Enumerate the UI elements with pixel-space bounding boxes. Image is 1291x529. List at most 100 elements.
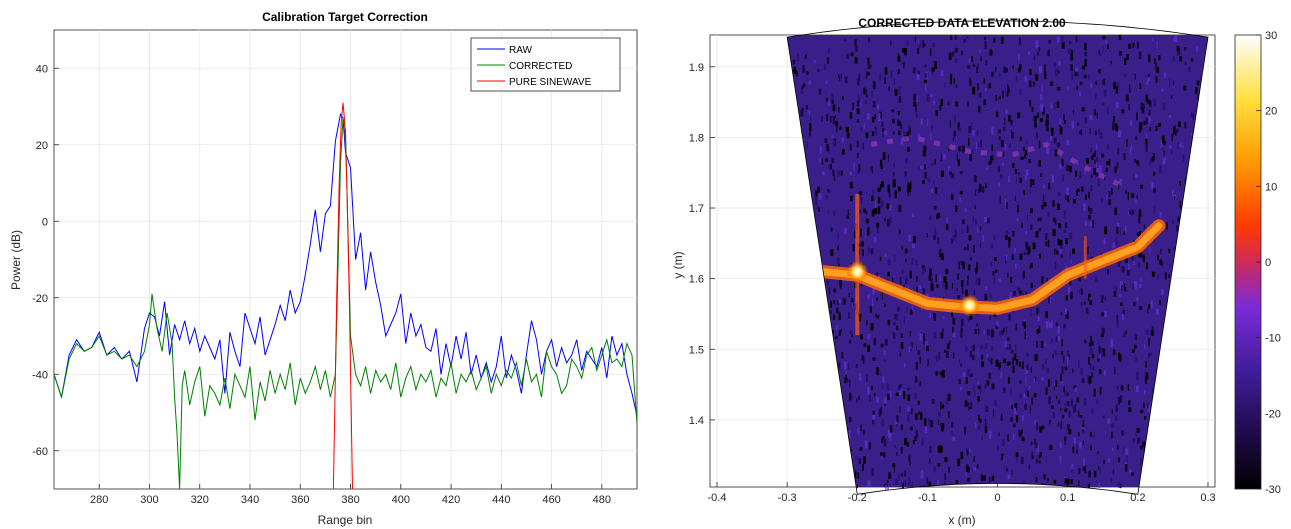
noise-pixel xyxy=(876,272,878,278)
noise-pixel xyxy=(1089,222,1092,227)
noise-pixel xyxy=(937,463,941,467)
noise-pixel xyxy=(1094,470,1097,478)
noise-pixel xyxy=(1019,136,1022,141)
noise-pixel xyxy=(1005,234,1008,241)
noise-pixel xyxy=(903,316,905,324)
noise-pixel xyxy=(1179,180,1181,186)
series-line-raw xyxy=(54,112,637,417)
noise-pixel xyxy=(950,35,953,40)
noise-pixel xyxy=(1157,274,1159,281)
noise-pixel xyxy=(881,121,884,128)
noise-pixel xyxy=(903,63,905,69)
noise-pixel xyxy=(867,294,870,300)
noise-pixel xyxy=(1084,465,1087,474)
noise-pixel xyxy=(1135,136,1138,141)
noise-pixel xyxy=(846,132,850,139)
x-tick-label: 320 xyxy=(191,494,209,506)
noise-pixel xyxy=(1124,58,1126,65)
noise-pixel xyxy=(1138,252,1141,258)
noise-pixel xyxy=(943,481,947,488)
noise-pixel xyxy=(871,166,873,174)
noise-pixel xyxy=(958,378,961,384)
noise-pixel xyxy=(1029,188,1031,194)
noise-pixel xyxy=(857,78,860,86)
noise-pixel xyxy=(883,350,886,356)
noise-pixel xyxy=(1095,276,1098,282)
noise-pixel xyxy=(1045,457,1047,463)
noise-pixel xyxy=(1112,122,1114,131)
noise-pixel xyxy=(1019,64,1022,70)
noise-pixel xyxy=(1046,127,1049,132)
noise-pixel xyxy=(996,111,999,117)
noise-pixel xyxy=(1088,191,1090,199)
noise-pixel xyxy=(1054,350,1057,356)
noise-pixel xyxy=(916,286,918,293)
noise-pixel xyxy=(1145,138,1148,145)
noise-pixel xyxy=(900,342,904,349)
noise-pixel xyxy=(1046,119,1050,126)
noise-pixel xyxy=(1134,335,1137,340)
noise-pixel xyxy=(872,410,875,416)
noise-pixel xyxy=(1066,401,1070,407)
noise-pixel xyxy=(1020,429,1023,434)
noise-pixel xyxy=(940,422,942,427)
noise-pixel xyxy=(909,331,911,337)
noise-pixel xyxy=(1022,361,1024,369)
noise-pixel xyxy=(998,278,1001,282)
noise-pixel xyxy=(966,448,969,456)
noise-pixel xyxy=(1073,198,1076,204)
y-tick-label: 1.4 xyxy=(689,415,704,427)
noise-pixel xyxy=(1086,246,1089,255)
noise-pixel xyxy=(960,331,963,338)
noise-pixel xyxy=(874,128,877,135)
noise-pixel xyxy=(888,86,890,91)
noise-pixel xyxy=(1121,430,1125,436)
noise-pixel xyxy=(962,372,966,378)
noise-pixel xyxy=(955,35,957,40)
noise-pixel xyxy=(892,179,896,188)
noise-pixel xyxy=(1072,248,1075,254)
noise-pixel xyxy=(801,85,804,89)
noise-pixel xyxy=(1007,84,1009,92)
noise-pixel xyxy=(1065,295,1068,301)
noise-pixel xyxy=(1060,224,1062,230)
noise-pixel xyxy=(1018,361,1021,367)
noise-pixel xyxy=(1012,434,1015,440)
noise-pixel xyxy=(950,76,952,85)
noise-pixel xyxy=(864,440,868,449)
noise-pixel xyxy=(1104,296,1106,301)
noise-pixel xyxy=(1143,121,1146,125)
noise-pixel xyxy=(956,287,958,292)
noise-pixel xyxy=(1082,466,1086,471)
noise-pixel xyxy=(911,305,914,312)
noise-pixel xyxy=(1099,467,1101,474)
noise-pixel xyxy=(843,298,846,305)
noise-pixel xyxy=(1173,37,1177,43)
noise-pixel xyxy=(1059,249,1062,254)
noise-pixel xyxy=(1001,439,1005,447)
noise-pixel xyxy=(1048,39,1051,44)
noise-pixel xyxy=(1134,332,1136,338)
noise-pixel xyxy=(982,235,984,242)
noise-pixel xyxy=(977,380,979,386)
noise-pixel xyxy=(1030,224,1033,230)
noise-pixel xyxy=(1162,102,1166,111)
noise-pixel xyxy=(848,430,851,438)
noise-pixel xyxy=(967,244,969,251)
noise-pixel xyxy=(1001,330,1004,335)
noise-pixel xyxy=(1064,390,1067,396)
noise-pixel xyxy=(934,206,937,210)
x-tick-label: 0.2 xyxy=(1130,492,1145,504)
noise-pixel xyxy=(1005,326,1007,335)
noise-pixel xyxy=(882,133,884,138)
noise-pixel xyxy=(847,126,849,132)
noise-pixel xyxy=(899,276,902,285)
noise-pixel xyxy=(1130,148,1132,155)
noise-pixel xyxy=(1088,470,1091,478)
noise-pixel xyxy=(810,126,812,132)
noise-pixel xyxy=(1094,150,1096,155)
noise-pixel xyxy=(902,48,905,53)
noise-pixel xyxy=(1182,153,1185,162)
noise-pixel xyxy=(1022,147,1025,151)
noise-pixel xyxy=(1008,143,1011,148)
